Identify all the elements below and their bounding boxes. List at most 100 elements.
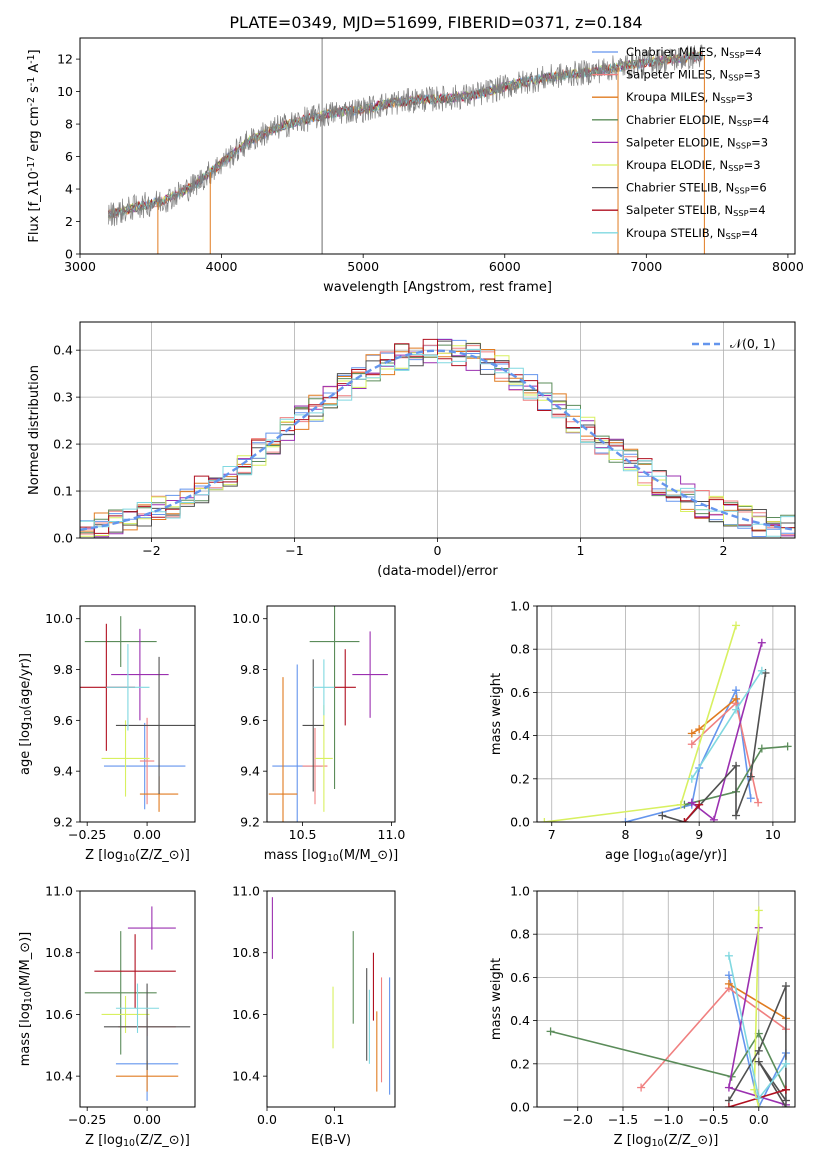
error-bar-chabrier_elodie xyxy=(84,616,157,667)
weight-point-salpeter_miles xyxy=(687,740,696,749)
plot-area xyxy=(80,616,195,812)
weight-point-salpeter_elodie xyxy=(709,815,718,822)
y-tick-label: 9.2 xyxy=(240,815,260,830)
plot-area xyxy=(107,38,705,254)
panel-age_vs_z: −0.25 0.00 9.2 9.4 9.6 9.8 10.0 Z [log10(Z/Z_⊙)… xyxy=(18,605,196,864)
x-tick-label: 10 xyxy=(765,827,781,842)
y-tick-label: 0.8 xyxy=(510,642,530,657)
x-axis-label: mass [log10(M/M_⊙)] xyxy=(264,848,399,864)
model-line-salpeter_miles xyxy=(108,51,703,217)
y-tick-label: 10.4 xyxy=(232,1069,260,1084)
error-bar-kroupa_stelib xyxy=(313,659,335,716)
panel-mass_vs_z: −0.25 0.00 10.4 10.6 10.8 11.0 Z [log10(Z/Z_⊙)… xyxy=(18,884,196,1149)
error-bar-kroupa_elodie xyxy=(101,995,150,1033)
x-tick-label: 0.1 xyxy=(324,1112,344,1127)
x-axis-label: age [log10(age/yr)] xyxy=(605,848,727,864)
legend-label: Chabrier ELODIE, NSSP=4 xyxy=(626,113,769,128)
y-tick-label: 9.4 xyxy=(53,764,73,779)
x-tick-label: −1.0 xyxy=(653,1112,683,1127)
weight-point-salpeter_stelib xyxy=(680,818,689,822)
weight-point-salpeter_stelib xyxy=(781,1085,790,1094)
y-axis-label: Flux [f_λ10-17 erg cm-2 s-1 A-1] xyxy=(26,49,42,242)
y-tick-label: 10.8 xyxy=(45,945,73,960)
plot-area xyxy=(268,606,388,822)
x-axis-label: Z [log10(Z/Z_⊙)] xyxy=(85,848,190,864)
model-line-kroupa_elodie xyxy=(107,51,703,220)
error-bar-kroupa_stelib xyxy=(106,644,150,731)
weight-point-kroupa_stelib xyxy=(754,1094,763,1103)
legend-label: 𝒩(0, 1) xyxy=(730,336,776,351)
weight-point-kroupa_elodie xyxy=(540,818,549,822)
weight-point-chabrier_miles xyxy=(621,818,630,822)
weight-point-kroupa_elodie xyxy=(676,800,685,809)
x-tick-label: −1.5 xyxy=(608,1112,638,1127)
legend-label: Chabrier MILES, NSSP=4 xyxy=(626,45,762,60)
y-tick-label: 11.0 xyxy=(232,884,260,899)
model-line-chabrier_miles xyxy=(107,52,703,218)
error-bar-chabrier_miles xyxy=(103,722,186,810)
y-axis-label: mass weight xyxy=(489,673,504,755)
weight-point-kroupa_stelib xyxy=(687,774,696,783)
weight-line-chabrier_stelib xyxy=(728,985,787,1107)
error-bar-salpeter_stelib xyxy=(94,934,176,1009)
y-tick-label: 1.0 xyxy=(510,884,530,899)
y-tick-label: 0.4 xyxy=(53,343,73,358)
x-axis-label: wavelength [Angstrom, rest frame] xyxy=(323,280,552,295)
x-tick-label: 11.0 xyxy=(378,827,406,842)
x-tick-label: 1 xyxy=(577,543,585,558)
axes-frame xyxy=(266,605,396,823)
error-bar-chabrier_elodie xyxy=(309,606,360,789)
y-tick-label: 0.2 xyxy=(53,437,73,452)
axes-frame xyxy=(266,890,396,1108)
x-axis-label: (data-model)/error xyxy=(377,564,498,579)
weight-point-chabrier_stelib xyxy=(658,811,667,820)
model-line-salpeter_stelib xyxy=(107,51,703,219)
legend-label: Salpeter ELODIE, NSSP=3 xyxy=(626,135,768,150)
model-line-kroupa_stelib xyxy=(107,52,703,219)
weight-point-salpeter_miles xyxy=(637,1083,646,1092)
data-spectrum-line xyxy=(107,44,704,227)
error-bar-salpeter_elodie xyxy=(111,628,169,721)
y-tick-label: 1.0 xyxy=(510,599,530,614)
error-bar-chabrier_stelib xyxy=(115,656,195,795)
figure-title: PLATE=0349, MJD=51699, FIBERID=0371, z=0… xyxy=(229,13,642,32)
y-tick-label: 0.8 xyxy=(510,927,530,942)
x-tick-label: 0 xyxy=(434,543,442,558)
y-tick-label: 10.8 xyxy=(232,945,260,960)
weight-point-chabrier_stelib xyxy=(746,772,755,781)
weight-point-kroupa_elodie xyxy=(754,1103,763,1107)
plot-area xyxy=(80,338,795,538)
axes-frame xyxy=(79,605,196,823)
error-bar-chabrier_elodie xyxy=(84,931,157,1055)
y-tick-label: 0.4 xyxy=(510,1013,530,1028)
error-bar-salpeter_miles xyxy=(139,717,155,805)
y-tick-label: 0.2 xyxy=(510,771,530,786)
x-tick-label: 6000 xyxy=(489,259,521,274)
error-bar-kroupa_elodie xyxy=(315,705,333,812)
error-bar-salpeter_miles xyxy=(302,727,328,805)
y-tick-label: 10.0 xyxy=(232,611,260,626)
y-tick-label: 9.6 xyxy=(240,713,260,728)
weight-line-kroupa_elodie xyxy=(544,625,737,822)
weight-line-kroupa_miles xyxy=(728,983,787,1020)
weight-line-salpeter_stelib xyxy=(683,804,700,822)
x-tick-label: 0.00 xyxy=(133,827,161,842)
x-tick-label: −2.0 xyxy=(563,1112,593,1127)
x-tick-label: 7 xyxy=(548,827,556,842)
panel-mass_weight_vs_age: 7 8 9 10 0.0 0.2 0.4 0.6 0.8 1.0 age [log10(age/yr… xyxy=(489,599,796,864)
y-tick-label: 0.0 xyxy=(510,815,530,830)
weight-point-salpeter_miles xyxy=(754,798,763,807)
y-tick-label: 10 xyxy=(57,84,73,99)
panel-residuals: −2 −1 0 1 2 0.0 0.1 0.2 0.3 0.4 (data-model)/error… xyxy=(27,321,796,579)
y-tick-label: 0.0 xyxy=(53,531,73,546)
weight-point-kroupa_miles xyxy=(724,979,733,988)
y-tick-label: 9.8 xyxy=(53,662,73,677)
plot-area xyxy=(271,897,391,1095)
weight-point-salpeter_elodie xyxy=(687,798,696,807)
weight-point-chabrier_miles xyxy=(746,794,755,803)
x-tick-label: 4000 xyxy=(206,259,238,274)
weight-point-chabrier_stelib xyxy=(732,761,741,770)
weight-point-chabrier_elodie xyxy=(546,1027,555,1036)
weight-line-chabrier_elodie xyxy=(550,1030,787,1091)
